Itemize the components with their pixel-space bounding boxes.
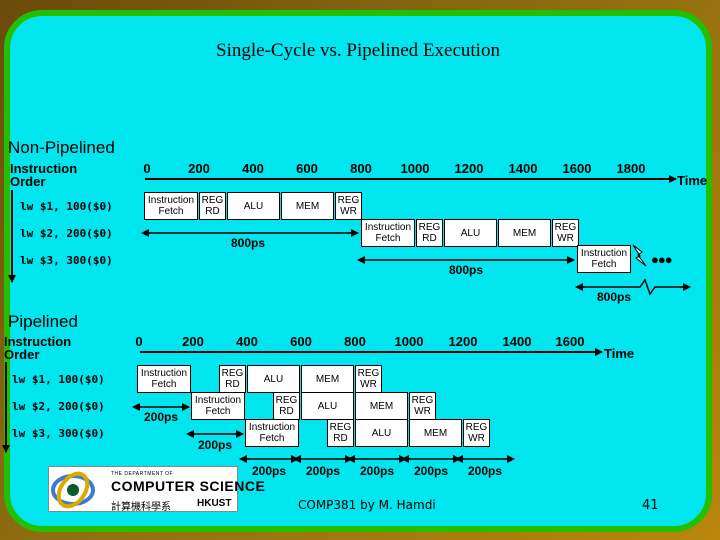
- np-stage-reg-read: REG RD: [199, 192, 226, 220]
- p-stage-fetch: Instruction Fetch: [191, 392, 245, 420]
- logo-line1: THE DEPARTMENT OF: [111, 471, 174, 477]
- slide-title: Single-Cycle vs. Pipelined Execution: [216, 40, 500, 61]
- np-tick: 1800: [616, 161, 646, 176]
- np-instruction: lw $2, 200($0): [20, 227, 113, 240]
- np-stage-fetch: Instruction Fetch: [577, 245, 631, 273]
- np-stage-mem: MEM: [281, 192, 334, 220]
- p-stage-time: 200ps: [306, 464, 341, 478]
- footer-course: COMP381 by M. Hamdi: [298, 498, 436, 512]
- p-stage-time: 200ps: [252, 464, 287, 478]
- logo-swirl-icon: [51, 471, 95, 509]
- non-pipelined-label: Non-Pipelined: [8, 138, 115, 157]
- np-tick: 1600: [562, 161, 592, 176]
- p-time-label: Time: [604, 346, 635, 361]
- np-duration: 800ps: [597, 290, 632, 304]
- np-duration: 800ps: [231, 236, 266, 250]
- np-tick: 0: [143, 161, 151, 176]
- p-stage-fetch: Instruction Fetch: [137, 365, 191, 393]
- p-tick: 0: [135, 334, 143, 349]
- department-logo: THE DEPARTMENT OF COMPUTER SCIENCE 計算機科學…: [48, 466, 265, 513]
- p-stage-time: 200ps: [468, 464, 503, 478]
- np-stage-alu: ALU: [444, 219, 497, 247]
- p-stage-time: 200ps: [414, 464, 449, 478]
- pipelined-label: Pipelined: [8, 312, 78, 331]
- p-stage-time: 200ps: [360, 464, 395, 478]
- np-duration: 800ps: [449, 263, 484, 277]
- p-tick: 600: [290, 334, 312, 349]
- np-stage-fetch: Instruction Fetch: [144, 192, 198, 220]
- p-order-header: Instruction Order: [4, 334, 72, 362]
- p-stage-reg-read: REG RD: [273, 392, 300, 420]
- np-tick: 600: [296, 161, 318, 176]
- np-stage-reg-write: REG WR: [552, 219, 579, 247]
- p-tick: 1200: [448, 334, 478, 349]
- np-tick: 200: [188, 161, 210, 176]
- p-stage-alu: ALU: [355, 419, 408, 447]
- p-instruction: lw $1, 100($0): [12, 373, 105, 386]
- np-order-header: Instruction Order: [10, 161, 78, 189]
- np-instruction: lw $3, 300($0): [20, 254, 113, 267]
- np-stage-reg-write: REG WR: [335, 192, 362, 220]
- p-tick: 200: [182, 334, 204, 349]
- p-stage-reg-read: REG RD: [219, 365, 246, 393]
- p-stage-reg-write: REG WR: [409, 392, 436, 420]
- p-stage-alu: ALU: [301, 392, 354, 420]
- ellipsis: ●●●: [651, 252, 673, 267]
- logo-chinese: 計算機科學系: [111, 502, 171, 513]
- np-tick: 400: [242, 161, 264, 176]
- page-number: 41: [642, 498, 659, 513]
- logo-school: HKUST: [197, 498, 232, 509]
- break-icon: [632, 244, 647, 267]
- logo-name: COMPUTER SCIENCE: [111, 478, 266, 494]
- np-tick: 1200: [454, 161, 484, 176]
- p-tick: 800: [344, 334, 366, 349]
- np-time-label: Time: [677, 173, 708, 188]
- p-tick: 1400: [502, 334, 532, 349]
- p-stage-mem: MEM: [409, 419, 462, 447]
- p-stage-reg-read: REG RD: [327, 419, 354, 447]
- np-stage-mem: MEM: [498, 219, 551, 247]
- np-stage-alu: ALU: [227, 192, 280, 220]
- np-tick: 800: [350, 161, 372, 176]
- p-offset: 200ps: [144, 410, 179, 424]
- p-tick: 1000: [394, 334, 424, 349]
- np-stage-fetch: Instruction Fetch: [361, 219, 415, 247]
- np-tick: 1400: [508, 161, 538, 176]
- np-tick: 1000: [400, 161, 430, 176]
- p-offset: 200ps: [198, 438, 233, 452]
- p-stage-reg-write: REG WR: [463, 419, 490, 447]
- p-tick: 1600: [555, 334, 585, 349]
- np-duration-arrow: [575, 278, 691, 296]
- p-instruction: lw $3, 300($0): [12, 427, 105, 440]
- p-stage-fetch: Instruction Fetch: [245, 419, 299, 447]
- p-instruction: lw $2, 200($0): [12, 400, 105, 413]
- p-tick: 400: [236, 334, 258, 349]
- np-stage-reg-read: REG RD: [416, 219, 443, 247]
- np-instruction: lw $1, 100($0): [20, 200, 113, 213]
